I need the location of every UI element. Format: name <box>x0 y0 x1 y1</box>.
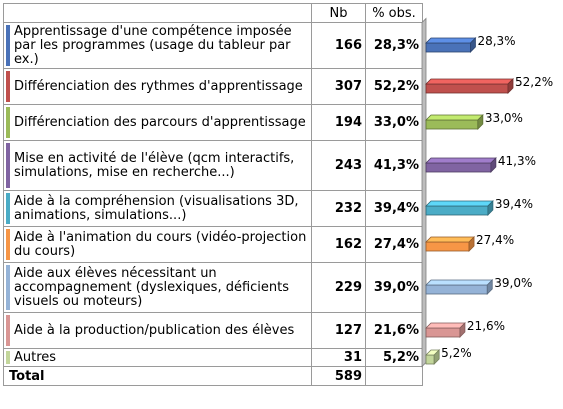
row-nb: 166 <box>311 22 366 69</box>
bar-side <box>477 114 484 130</box>
bar-value-label: 52,2% <box>515 75 553 89</box>
total-pct-empty <box>365 366 423 386</box>
row-color-swatch <box>6 315 10 346</box>
table-row: Différenciation des parcours d'apprentis… <box>3 104 423 141</box>
row-label: Aide à la compréhension (visualisations … <box>3 190 312 227</box>
row-label: Différenciation des parcours d'apprentis… <box>3 104 312 141</box>
header-nb: Nb <box>311 3 366 23</box>
table-row: Aide à la production/publication des élè… <box>3 312 423 349</box>
row-color-swatch <box>6 229 10 260</box>
table-row: Aide à l'animation du cours (vidéo-proje… <box>3 226 423 263</box>
row-pct: 52,2% <box>365 68 423 105</box>
row-label-text: Autres <box>14 349 57 365</box>
bar-side <box>486 279 493 295</box>
bar-top <box>425 322 466 329</box>
bar-front <box>425 327 461 338</box>
table-header-row: Nb % obs. <box>3 3 423 23</box>
bar-side <box>507 78 514 94</box>
row-color-swatch <box>6 143 10 188</box>
row-nb: 162 <box>311 226 366 263</box>
bar-top <box>425 200 494 207</box>
row-color-swatch <box>6 71 10 102</box>
row-label-text: Aide à la compréhension (visualisations … <box>14 193 299 223</box>
bar-value-label: 39,4% <box>495 197 533 211</box>
bar-side <box>459 322 466 338</box>
row-pct: 41,3% <box>365 140 423 191</box>
row-label-text: Aide à la production/publication des élè… <box>14 322 295 338</box>
bar-value-label: 21,6% <box>467 319 505 333</box>
bar-side <box>433 349 440 365</box>
table-row: Aide aux élèves nécessitant un accompagn… <box>3 262 423 313</box>
row-color-swatch <box>6 193 10 224</box>
row-label-text: Apprentissage d'une compétence imposée p… <box>14 23 292 67</box>
bar-top <box>425 236 476 243</box>
bar-side <box>490 157 497 173</box>
bar-side <box>468 236 475 252</box>
bar-top <box>425 37 477 44</box>
bar-value-label: 39,0% <box>494 276 532 290</box>
row-color-swatch <box>6 265 10 310</box>
table-row: Autres 31 5,2% <box>3 348 423 367</box>
bar-value-label: 41,3% <box>498 154 536 168</box>
bar-value-label: 28,3% <box>477 34 515 48</box>
row-label-text: Aide à l'animation du cours (vidéo-proje… <box>14 229 307 259</box>
bar-front <box>425 162 492 173</box>
bar-front <box>425 241 470 252</box>
bar-value-label: 33,0% <box>485 111 523 125</box>
bar-value-label: 5,2% <box>441 346 472 360</box>
bar-front <box>425 284 488 295</box>
bar-front <box>425 83 509 94</box>
row-nb: 31 <box>311 348 366 367</box>
row-color-swatch <box>6 107 10 138</box>
row-color-swatch <box>6 25 10 66</box>
bar-top <box>425 157 497 164</box>
total-row: Total 589 <box>3 366 423 386</box>
bar-top <box>425 78 514 85</box>
table-row: Mise en activité de l'élève (qcm interac… <box>3 140 423 191</box>
bar-value-label: 27,4% <box>476 233 514 247</box>
row-pct: 27,4% <box>365 226 423 263</box>
row-pct: 39,4% <box>365 190 423 227</box>
row-label-text: Différenciation des rythmes d'apprentiss… <box>14 78 303 94</box>
bar-top <box>425 114 484 121</box>
row-pct: 39,0% <box>365 262 423 313</box>
bar-front <box>425 354 435 365</box>
bar-front <box>425 42 471 53</box>
table-row: Différenciation des rythmes d'apprentiss… <box>3 68 423 105</box>
row-label: Apprentissage d'une compétence imposée p… <box>3 22 312 69</box>
row-color-swatch <box>6 351 10 364</box>
bar-side <box>487 200 494 216</box>
chart-axis <box>421 17 427 368</box>
row-label: Aide à l'animation du cours (vidéo-proje… <box>3 226 312 263</box>
table-row: Aide à la compréhension (visualisations … <box>3 190 423 227</box>
bar-side <box>470 37 476 53</box>
bar-front <box>425 205 489 216</box>
total-nb: 589 <box>311 366 366 386</box>
header-label <box>3 3 312 23</box>
row-label: Autres <box>3 348 312 367</box>
row-label: Mise en activité de l'élève (qcm interac… <box>3 140 312 191</box>
row-label: Aide aux élèves nécessitant un accompagn… <box>3 262 312 313</box>
row-label-text: Aide aux élèves nécessitant un accompagn… <box>14 265 290 309</box>
bar-front <box>425 119 479 130</box>
table-row: Apprentissage d'une compétence imposée p… <box>3 22 423 69</box>
row-pct: 21,6% <box>365 312 423 349</box>
bar-top <box>425 279 494 286</box>
row-label-text: Différenciation des parcours d'apprentis… <box>14 114 306 130</box>
results-table: Nb % obs. Apprentissage d'une compétence… <box>3 3 423 386</box>
row-label: Différenciation des rythmes d'apprentiss… <box>3 68 312 105</box>
row-label-text: Mise en activité de l'élève (qcm interac… <box>14 150 295 180</box>
